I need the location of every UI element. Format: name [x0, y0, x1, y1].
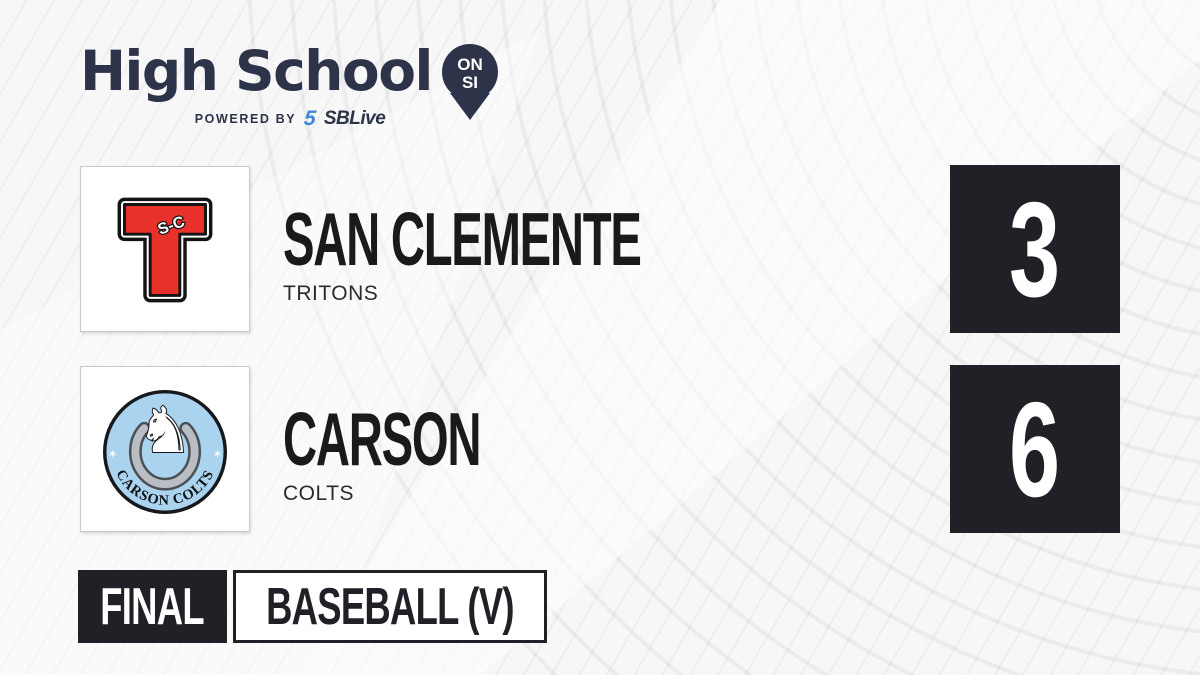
team-row-carson: ♞ ✶ ✶ CARSON COLTS CARSON COLTS 6	[0, 365, 1200, 533]
on-si-pin-icon: ON SI	[442, 44, 498, 120]
final-label: FINAL	[100, 577, 205, 636]
sport-label: BASEBALL (V)	[266, 577, 514, 636]
colt-horse-icon: ♞	[137, 393, 194, 467]
star-icon-left: ✶	[108, 447, 118, 461]
team-name-text: SAN CLEMENTE	[283, 197, 642, 281]
san-clemente-triton-logo: S-C	[117, 197, 213, 303]
pin-text-on: ON	[457, 55, 483, 74]
high-school-wordmark: High School	[80, 39, 433, 103]
pin-text-si: SI	[462, 73, 478, 92]
final-status-badge: FINAL	[78, 570, 227, 643]
team-mascot: COLTS	[283, 482, 354, 505]
team-name: SAN CLEMENTE	[283, 202, 851, 277]
sport-badge: BASEBALL (V)	[233, 570, 547, 643]
score-value: 3	[1009, 173, 1061, 325]
carson-logo-box: ♞ ✶ ✶ CARSON COLTS	[80, 366, 250, 532]
sblive-icon: 5	[302, 107, 318, 130]
sblive-wordmark: SBLive	[323, 108, 386, 129]
star-icon-right: ✶	[212, 447, 222, 461]
carson-colts-logo: ♞ ✶ ✶ CARSON COLTS	[103, 389, 227, 514]
score-value: 6	[1009, 373, 1061, 525]
powered-by-label: POWERED BY	[194, 111, 297, 126]
san-clemente-score-box: 3	[950, 165, 1120, 333]
team-name: CARSON	[283, 402, 596, 477]
carson-score-box: 6	[950, 365, 1120, 533]
powered-by-row: POWERED BY 5 SBLive	[80, 107, 500, 130]
san-clemente-logo-box: S-C	[80, 166, 250, 332]
team-name-text: CARSON	[283, 397, 481, 481]
team-row-san-clemente: S-C SAN CLEMENTE TRITONS 3	[0, 165, 1200, 333]
team-mascot: TRITONS	[283, 282, 379, 305]
